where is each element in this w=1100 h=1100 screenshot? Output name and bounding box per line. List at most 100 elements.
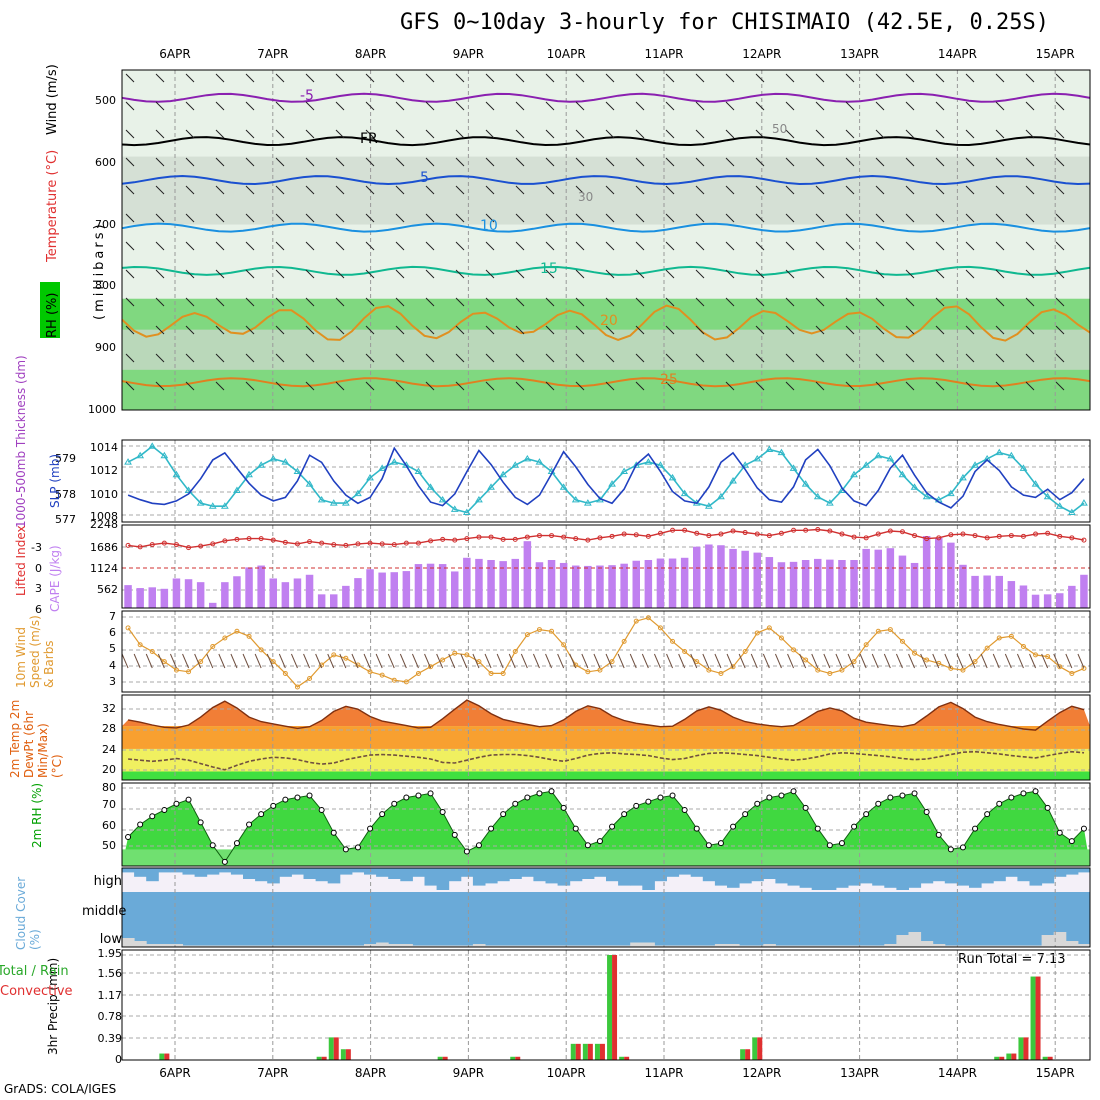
wind-barb-10m <box>411 653 419 669</box>
cloud-high-bar <box>1077 868 1091 873</box>
wind-barb <box>335 157 345 167</box>
wind-barb <box>755 101 765 111</box>
wind-barb <box>245 157 255 167</box>
lifted-index-point <box>778 530 784 536</box>
rh-point <box>947 846 954 853</box>
wind-barb <box>485 269 495 279</box>
cloud-high-bar <box>146 868 159 882</box>
rh-point <box>173 800 180 807</box>
wind-barb-10m <box>762 653 770 669</box>
wind-barb <box>245 241 255 251</box>
thickness-point <box>632 461 641 468</box>
wind-barb <box>275 269 285 279</box>
wind-barb <box>905 73 915 83</box>
wind-barb <box>995 101 1005 111</box>
wind-barb <box>305 185 315 195</box>
precip-legend-conv: Convective <box>0 984 73 999</box>
wind-barb <box>275 157 285 167</box>
cloud-high-bar <box>436 868 450 890</box>
rh-point <box>887 794 894 801</box>
wind-barb-10m <box>920 653 928 669</box>
wind-barb <box>155 381 165 391</box>
cape-bar <box>124 585 132 608</box>
wind-barb <box>635 213 645 223</box>
wind-barb <box>935 241 945 251</box>
precip-total-bar <box>1042 1056 1048 1060</box>
cloud-high-bar <box>267 868 280 884</box>
wind-barb <box>335 325 345 335</box>
wind-barb <box>845 157 855 167</box>
cloud-low-bar <box>1053 932 1067 947</box>
wind-speed-point <box>1033 652 1039 658</box>
wind-barb <box>995 73 1005 83</box>
wind-barb-10m <box>859 653 867 669</box>
wind-barb <box>545 325 555 335</box>
cloud-low-bar <box>969 945 982 947</box>
wind-barb-10m <box>315 653 323 669</box>
cloud-high-bar <box>666 868 680 877</box>
wind-barb <box>305 325 315 335</box>
cloud-high-bar <box>472 868 486 886</box>
rh-tick: 60 <box>102 819 116 832</box>
wind-barb <box>125 297 135 307</box>
lifted-index-point <box>827 528 833 534</box>
thickness-point <box>620 467 629 475</box>
wind-barb <box>965 101 975 111</box>
wind-barb <box>1055 241 1065 251</box>
credit-label: GrADS: COLA/IGES <box>4 1082 117 1096</box>
cloud-high-bar <box>206 868 220 875</box>
wind-barb <box>395 157 405 167</box>
thickness-point <box>644 458 653 465</box>
wind-speed-point <box>1069 670 1075 676</box>
rh-point <box>826 842 833 849</box>
wind-barb <box>755 353 765 363</box>
cloud-low-bar <box>993 945 1006 947</box>
wind-barb <box>815 185 825 195</box>
wind-barb <box>725 73 735 83</box>
thickness-point <box>208 502 217 509</box>
thickness-point <box>499 470 508 478</box>
wind-barb <box>935 185 945 195</box>
wind-barb <box>785 297 795 307</box>
date-label-bottom: 7APR <box>257 1066 289 1080</box>
wind-barb <box>485 297 495 307</box>
wind-barb <box>485 157 495 167</box>
wind-barb-10m <box>641 653 649 669</box>
lifted-index-point <box>258 536 264 542</box>
temp-tick: 24 <box>102 743 116 756</box>
precip-conv-bar <box>442 1056 448 1060</box>
thickness-point <box>995 448 1004 456</box>
thickness-point <box>583 499 592 506</box>
lifted-index-point <box>391 542 397 548</box>
cloud-high-bar <box>497 868 510 882</box>
wind-barb <box>395 129 405 139</box>
cape-bar <box>390 572 399 608</box>
precip-conv-bar <box>587 1043 593 1060</box>
wind-barb <box>335 269 345 279</box>
cape-bar <box>523 541 532 608</box>
wind-barb <box>515 269 525 279</box>
wind-barb <box>155 213 165 223</box>
wind-barb <box>455 381 465 391</box>
wind-barb <box>815 353 825 363</box>
wind-barb <box>215 381 225 391</box>
lifted-index-point <box>1008 533 1014 539</box>
cape-bar <box>1055 593 1064 608</box>
rh-point <box>463 848 470 855</box>
thickness-point <box>813 492 822 500</box>
wind-barb-10m <box>629 653 637 669</box>
wind-speed-point <box>270 659 276 665</box>
precip-total-bar <box>1030 976 1036 1060</box>
wind-barb-10m <box>908 653 916 669</box>
wind-barb <box>725 325 735 335</box>
wind-barb <box>815 213 825 223</box>
thickness-point <box>753 454 762 462</box>
thickness-point <box>487 483 495 490</box>
cape-bar <box>487 560 495 608</box>
rh-legend: RH (%) <box>45 292 60 338</box>
cloud-low-bar <box>751 945 764 947</box>
wind-barb <box>275 241 285 251</box>
lifted-index-point <box>863 535 869 541</box>
wind-barb <box>965 213 975 223</box>
wind-barb <box>995 353 1005 363</box>
